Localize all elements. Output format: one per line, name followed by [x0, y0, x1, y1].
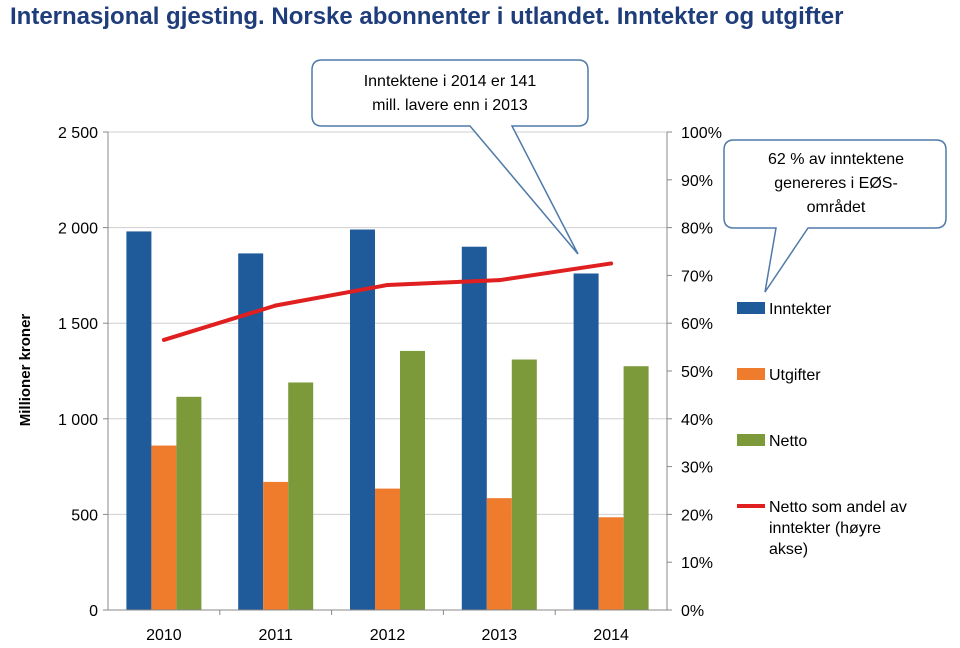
line-point-2011	[273, 303, 278, 308]
ratio-line	[161, 261, 614, 342]
y-tick-label: 500	[71, 507, 98, 524]
bar-netto-2013	[511, 359, 537, 610]
bar-utgifter-2013	[486, 498, 512, 610]
legend: Inntekter Utgifter Netto Netto som andel av…	[737, 301, 907, 558]
bar-utgifter-2011	[263, 481, 289, 610]
y-tick-label: 2 500	[58, 125, 98, 142]
y2-tick-label: 20%	[681, 507, 713, 524]
x-axis-ticks: 2010 2011 2012 2013 2014	[146, 610, 629, 644]
y2-tick-label: 0%	[681, 603, 704, 620]
y-tick-label: 1 000	[58, 412, 98, 429]
bar-utgifter-2014	[598, 517, 624, 610]
callouts: Inntektene i 2014 er 141 mill. lavere enn…	[311, 59, 947, 293]
x-tick-label: 2010	[146, 627, 182, 644]
x-tick-label: 2013	[482, 627, 518, 644]
y2-tick-label: 90%	[681, 173, 713, 190]
y2-tick-label: 80%	[681, 221, 713, 238]
legend-label-inntekter: Inntekter	[769, 301, 832, 318]
legend-label-utgifter: Utgifter	[769, 367, 821, 384]
y2-tick-label: 50%	[681, 364, 713, 381]
callout-eos-text: 62 % av inntektene genereres i EØS-område…	[768, 151, 904, 216]
legend-swatch-utgifter	[737, 368, 765, 380]
bar-inntekter-2014	[573, 273, 599, 610]
y-tick-label: 1 500	[58, 316, 98, 333]
y-axis-left-ticks: 0 500 1 000 1 500 2 000 2 500	[58, 125, 108, 620]
bars	[126, 229, 649, 611]
y2-tick-label: 100%	[681, 125, 722, 142]
x-tick-label: 2011	[258, 627, 293, 644]
x-tick-label: 2012	[370, 627, 406, 644]
y-tick-label: 0	[89, 603, 98, 620]
bar-netto-2010	[176, 396, 202, 610]
callout-2014-text: Inntektene i 2014 er 141 mill. lavere enn…	[364, 73, 537, 114]
line-point-2012	[385, 282, 390, 287]
legend-swatch-netto	[737, 434, 765, 446]
bar-netto-2011	[288, 382, 314, 610]
callout-eos-box	[723, 139, 947, 293]
bar-inntekter-2011	[238, 253, 264, 611]
y2-tick-label: 10%	[681, 555, 713, 572]
y2-tick-label: 60%	[681, 316, 713, 333]
line-point-2010	[161, 337, 166, 342]
bar-inntekter-2010	[126, 231, 152, 610]
legend-label-netto: Netto	[769, 433, 807, 450]
line-point-2014	[609, 261, 614, 266]
bar-netto-2014	[623, 366, 649, 610]
bar-utgifter-2012	[375, 488, 400, 610]
y2-tick-label: 40%	[681, 412, 713, 429]
y2-tick-label: 30%	[681, 460, 713, 477]
y-tick-label: 2 000	[58, 221, 98, 238]
bar-netto-2012	[400, 350, 425, 610]
line-netto-andel	[163, 261, 612, 342]
y-axis-label: Millioner kroner	[17, 314, 34, 427]
page-title: Internasjonal gjesting. Norske abonnente…	[10, 3, 844, 30]
legend-label-line: Netto som andel av inntekter (høyre akse)	[769, 499, 907, 558]
x-tick-label: 2014	[593, 627, 629, 644]
y-axis-right-ticks: 0% 10% 20% 30% 40% 50% 60% 70% 80% 90% 100%	[667, 125, 722, 620]
y2-tick-label: 70%	[681, 268, 713, 285]
legend-swatch-inntekter	[737, 302, 765, 314]
bar-utgifter-2010	[151, 445, 177, 610]
callout-2014-box	[311, 59, 589, 255]
bar-inntekter-2013	[461, 246, 487, 610]
line-point-2013	[497, 278, 502, 283]
